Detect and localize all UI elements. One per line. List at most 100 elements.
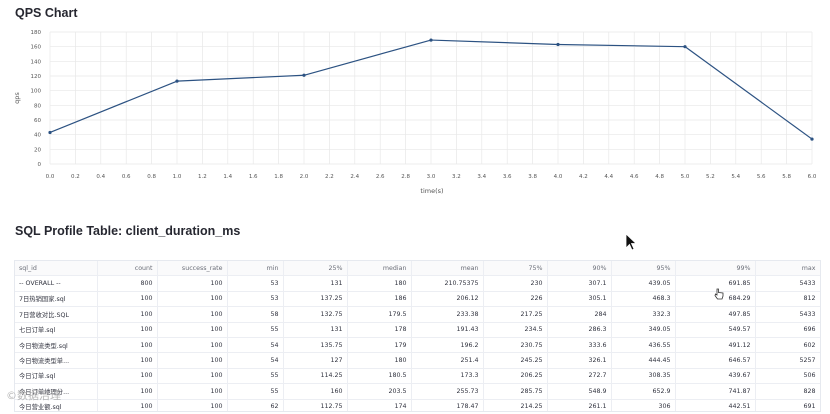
x-tick-label: 3.6 bbox=[503, 174, 512, 180]
table-cell: 245.25 bbox=[483, 352, 548, 369]
table-row[interactable]: 今日订单地理分... 100 100 55 160 203.5 255.73 285.75 54… bbox=[15, 383, 820, 400]
x-tick-label: 5.0 bbox=[681, 174, 690, 180]
table-cell: 307.1 bbox=[547, 275, 612, 292]
y-tick-label: 100 bbox=[31, 89, 42, 95]
table-cell: 444.45 bbox=[611, 352, 676, 369]
table-cell: 226 bbox=[483, 291, 548, 308]
table-cell: 100 bbox=[97, 399, 158, 411]
watermark: ©数据治理 bbox=[6, 389, 61, 402]
table-cell: 7日营收对比.SQL bbox=[15, 306, 98, 323]
data-point[interactable] bbox=[302, 73, 306, 77]
column-header[interactable]: median bbox=[347, 261, 412, 277]
column-header[interactable]: success_rate bbox=[157, 261, 228, 277]
table-cell: 178.47 bbox=[411, 399, 484, 411]
column-header[interactable]: 99% bbox=[675, 261, 756, 277]
x-tick-label: 5.4 bbox=[731, 174, 740, 180]
table-row[interactable]: 今日物流类型单... 100 100 54 127 180 251.4 245.25 326.1… bbox=[15, 352, 820, 369]
table-cell: 308.35 bbox=[611, 368, 676, 385]
data-point[interactable] bbox=[556, 42, 560, 47]
y-tick-label: 0 bbox=[38, 162, 42, 168]
x-tick-label: 0.0 bbox=[46, 174, 55, 180]
table-row[interactable]: 今日订单.sql 100 100 55 114.25 180.5 173.3 206.25 27… bbox=[15, 368, 820, 385]
table-cell: 497.85 bbox=[675, 306, 756, 323]
y-tick-label: 120 bbox=[31, 74, 42, 80]
data-point[interactable] bbox=[683, 45, 687, 49]
table-cell: 112.75 bbox=[283, 399, 348, 411]
table-cell: 今日物流类型.sql bbox=[15, 337, 98, 354]
x-tick-label: 5.6 bbox=[757, 174, 766, 180]
table-cell: 548.9 bbox=[547, 383, 612, 400]
x-tick-label: 0.4 bbox=[96, 174, 105, 180]
table-cell: 100 bbox=[97, 383, 158, 400]
x-tick-label: 1.8 bbox=[274, 174, 283, 180]
table-cell: 135.75 bbox=[283, 337, 348, 354]
x-tick-label: 1.6 bbox=[249, 174, 258, 180]
table-row[interactable]: -- OVERALL -- 800 100 53 131 180 210.75375 230 3… bbox=[15, 275, 820, 292]
table-row[interactable]: 今日物流类型.sql 100 100 54 135.75 179 196.2 230.75 33… bbox=[15, 337, 820, 354]
column-header[interactable]: sql_id bbox=[15, 261, 98, 277]
x-tick-label: 0.6 bbox=[122, 174, 131, 180]
table-cell: 100 bbox=[157, 383, 228, 400]
x-tick-label: 4.0 bbox=[554, 174, 563, 180]
table-row[interactable]: 今日营业额.sql 100 100 62 112.75 174 178.47 214.25 26… bbox=[15, 399, 820, 411]
x-tick-label: 5.2 bbox=[706, 174, 715, 180]
chart-lines bbox=[48, 38, 814, 141]
table-cell: 691.85 bbox=[675, 275, 756, 292]
table-cell: 今日订单.sql bbox=[15, 368, 98, 385]
table-row[interactable]: 7日热销国家.sql 100 100 53 137.25 186 206.12 226 305.… bbox=[15, 291, 820, 308]
data-point[interactable] bbox=[429, 38, 433, 42]
table-cell: 684.29 bbox=[675, 291, 756, 308]
table-cell: 468.3 bbox=[611, 291, 676, 308]
table-cell: 53 bbox=[227, 291, 284, 308]
table-header-row: sql_id count success_rate min 25% median mean 7… bbox=[15, 261, 820, 277]
table-cell: 326.1 bbox=[547, 352, 612, 369]
table-cell: 179.5 bbox=[347, 306, 412, 323]
x-tick-label: 4.2 bbox=[579, 174, 588, 180]
table-cell: 5433 bbox=[755, 306, 820, 323]
x-tick-label: 1.4 bbox=[223, 174, 232, 180]
table-cell: 137.25 bbox=[283, 291, 348, 308]
y-tick-label: 20 bbox=[34, 147, 41, 153]
table-cell: 55 bbox=[227, 368, 284, 385]
data-point[interactable] bbox=[48, 130, 52, 135]
table-cell: 今日营业额.sql bbox=[15, 399, 98, 411]
x-tick-label: 2.4 bbox=[350, 174, 359, 180]
column-header[interactable]: 25% bbox=[283, 261, 348, 277]
x-tick-label: 4.4 bbox=[604, 174, 613, 180]
table-cell: 180.5 bbox=[347, 368, 412, 385]
x-tick-label: 2.8 bbox=[401, 174, 410, 180]
series-line-segment bbox=[557, 43, 686, 48]
column-header[interactable]: 75% bbox=[483, 261, 548, 277]
data-point[interactable] bbox=[810, 137, 814, 141]
table-cell: 652.9 bbox=[611, 383, 676, 400]
table-row[interactable]: 7日营收对比.SQL 100 100 58 132.75 179.5 233.38 217.2… bbox=[15, 306, 820, 323]
chart-grid bbox=[49, 31, 813, 165]
table-cell: 7日热销国家.sql bbox=[15, 291, 98, 308]
column-header[interactable]: 90% bbox=[547, 261, 612, 277]
table-cell: 800 bbox=[97, 275, 158, 292]
column-header[interactable]: min bbox=[227, 261, 284, 277]
table-cell: 210.75375 bbox=[411, 275, 484, 292]
table-cell: 100 bbox=[157, 352, 228, 369]
table-row[interactable]: 七日订单.sql 100 100 55 131 178 191.43 234.5 286.3 34… bbox=[15, 322, 820, 338]
chart-title: QPS Chart bbox=[15, 6, 78, 20]
table-cell: 549.57 bbox=[675, 322, 756, 338]
table-cell: 251.4 bbox=[411, 352, 484, 369]
column-header[interactable]: 95% bbox=[611, 261, 676, 277]
table-cell: 230 bbox=[483, 275, 548, 292]
column-header[interactable]: count bbox=[97, 261, 158, 277]
data-point[interactable] bbox=[175, 79, 179, 83]
x-tick-label: 2.2 bbox=[325, 174, 334, 180]
x-tick-label: 3.4 bbox=[477, 174, 486, 180]
table-cell: 442.51 bbox=[675, 399, 756, 411]
table-cell: 100 bbox=[97, 368, 158, 385]
column-header[interactable]: max bbox=[755, 261, 820, 277]
table-cell: 100 bbox=[157, 291, 228, 308]
series-line-segment bbox=[684, 46, 813, 140]
column-header[interactable]: mean bbox=[411, 261, 484, 277]
table-cell: 436.55 bbox=[611, 337, 676, 354]
table-cell: 234.5 bbox=[483, 322, 548, 338]
table-cell: 今日物流类型单... bbox=[15, 352, 98, 369]
sql-profile-table[interactable]: sql_id count success_rate min 25% median mean 7… bbox=[14, 260, 821, 412]
x-tick-label: 4.8 bbox=[655, 174, 664, 180]
